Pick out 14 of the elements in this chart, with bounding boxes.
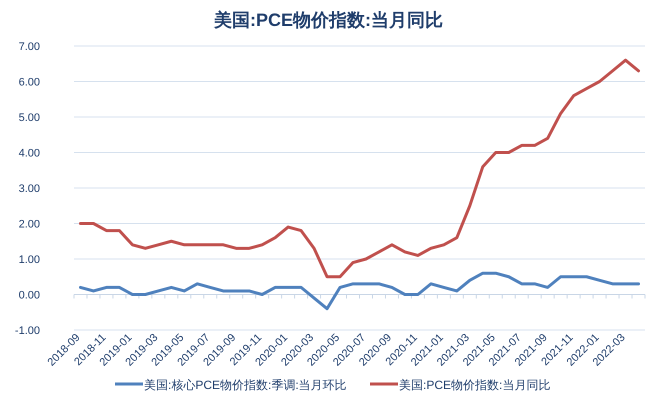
- y-tick-label: 0.00: [18, 290, 40, 302]
- legend-label: 美国:PCE物价指数:当月同比: [399, 378, 550, 392]
- line-series: [78, 272, 640, 310]
- line-series: [78, 58, 640, 278]
- y-tick-label: 4.00: [18, 148, 40, 160]
- chart-title: 美国:PCE物价指数:当月同比: [213, 10, 443, 30]
- y-tick-label: 6.00: [18, 76, 40, 88]
- legend-label: 美国:核心PCE物价指数:季调:当月环比: [144, 378, 347, 392]
- y-tick-label: 1.00: [18, 254, 40, 266]
- y-tick-label: 7.00: [18, 41, 40, 53]
- y-tick-label: 3.00: [18, 183, 40, 195]
- y-tick-label: 2.00: [18, 218, 40, 230]
- y-tick-label: -1.00: [14, 325, 40, 337]
- y-tick-label: 5.00: [18, 112, 40, 124]
